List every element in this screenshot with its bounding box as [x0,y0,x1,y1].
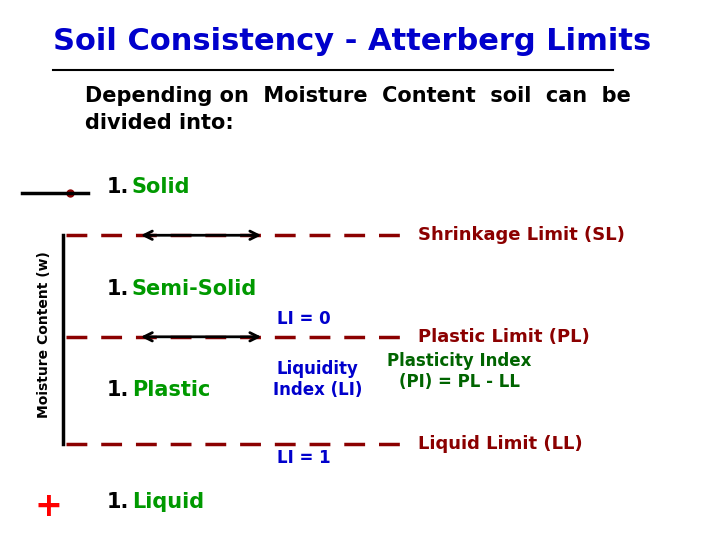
Text: LI = 1: LI = 1 [276,449,330,467]
Text: +: + [34,490,62,523]
Text: Plastic Limit (PL): Plastic Limit (PL) [418,328,590,346]
Text: 1.: 1. [107,492,129,512]
Text: Moisture Content (w): Moisture Content (w) [37,251,50,417]
Text: 1.: 1. [107,177,129,197]
Text: LI = 0: LI = 0 [276,310,330,328]
Text: Shrinkage Limit (SL): Shrinkage Limit (SL) [418,226,625,244]
Text: Liquid Limit (LL): Liquid Limit (LL) [418,435,583,453]
Text: 1.: 1. [107,380,129,400]
Text: Plasticity Index
(PI) = PL - LL: Plasticity Index (PI) = PL - LL [387,352,531,391]
Text: Semi-Solid: Semi-Solid [132,279,257,299]
Text: Depending on  Moisture  Content  soil  can  be: Depending on Moisture Content soil can b… [85,86,631,106]
Text: 1.: 1. [107,279,129,299]
Text: Soil Consistency - Atterberg Limits: Soil Consistency - Atterberg Limits [53,27,652,56]
Text: Liquid: Liquid [132,492,204,512]
Text: Solid: Solid [132,177,190,197]
Text: divided into:: divided into: [85,113,233,133]
Text: Liquidity
Index (LI): Liquidity Index (LI) [273,360,362,399]
Text: Plastic: Plastic [132,380,210,400]
